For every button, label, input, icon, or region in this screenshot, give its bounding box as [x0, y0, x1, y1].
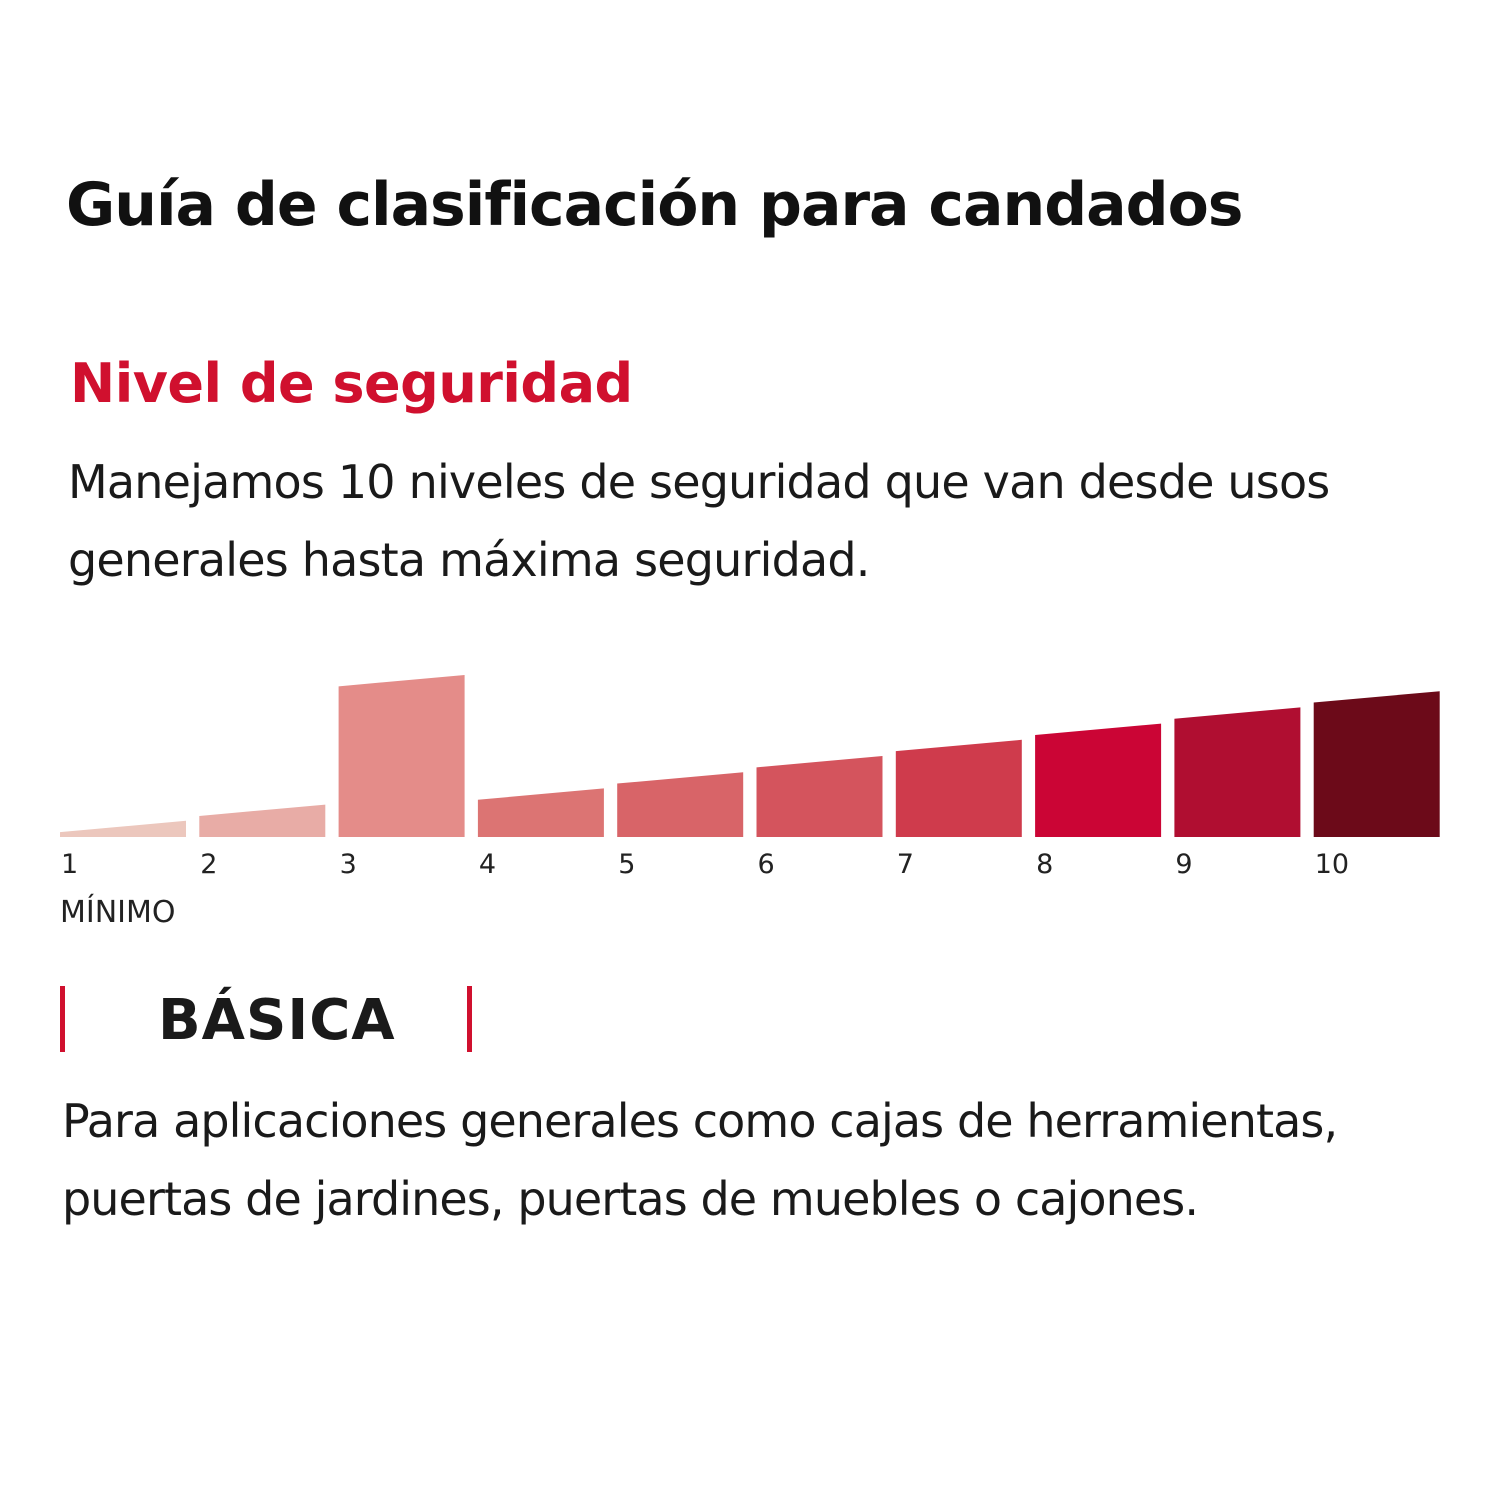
bar-level-5: [617, 772, 744, 837]
tick-label-8: 8: [1036, 849, 1053, 880]
bar-level-7: [895, 739, 1022, 837]
security-level-chart: 1 2 3 4 5 6 7 8 9 10 MÍNIMO: [60, 675, 1440, 930]
tick-label-6: 6: [758, 849, 775, 880]
bar-level-2: [199, 804, 326, 837]
tick-label-5: 5: [618, 849, 635, 880]
badge-divider-right: [467, 986, 472, 1052]
tick-label-1: 1: [61, 849, 78, 880]
tick-label-4: 4: [479, 849, 496, 880]
min-label: MÍNIMO: [60, 894, 176, 930]
tick-label-2: 2: [200, 849, 217, 880]
chart-bars: [60, 675, 1440, 837]
bar-level-6: [756, 756, 883, 837]
page-title: Guía de clasificación para candados: [66, 170, 1244, 240]
bar-level-8: [1035, 723, 1162, 837]
tick-label-9: 9: [1175, 849, 1192, 880]
bar-level-3: [338, 675, 465, 837]
level-name: BÁSICA: [158, 988, 396, 1053]
bar-level-10: [1313, 691, 1440, 837]
section-description: Manejamos 10 niveles de seguridad que va…: [68, 455, 1330, 587]
bar-level-4: [477, 788, 604, 837]
level-badge: BÁSICA: [60, 986, 472, 1053]
tick-label-3: 3: [340, 849, 357, 880]
level-description: Para aplicaciones generales como cajas d…: [62, 1094, 1338, 1226]
tick-label-7: 7: [897, 849, 914, 880]
chart-tick-labels: 1 2 3 4 5 6 7 8 9 10: [61, 849, 1349, 880]
bar-level-1: [60, 820, 186, 837]
tick-label-10: 10: [1315, 849, 1349, 880]
section-heading: Nivel de seguridad: [70, 352, 633, 415]
bar-level-9: [1174, 707, 1301, 837]
badge-divider-left: [60, 986, 65, 1052]
